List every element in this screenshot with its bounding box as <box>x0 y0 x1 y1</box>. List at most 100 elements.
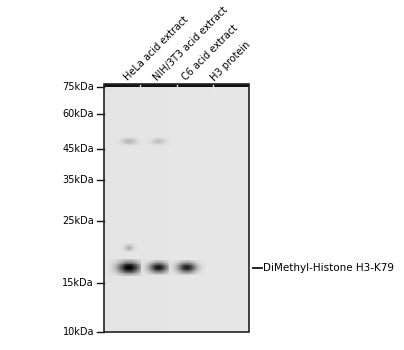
Bar <box>132 273 133 274</box>
Bar <box>138 264 139 265</box>
Bar <box>150 264 151 265</box>
Bar <box>159 266 160 267</box>
Text: 60kDa: 60kDa <box>63 109 94 119</box>
Bar <box>164 262 165 263</box>
Bar <box>108 263 109 264</box>
Bar <box>144 265 145 266</box>
Bar <box>136 264 137 265</box>
Bar <box>143 266 144 267</box>
Bar <box>144 272 145 273</box>
Bar <box>108 262 109 263</box>
Bar <box>140 260 141 261</box>
Bar <box>188 274 189 275</box>
Bar <box>201 265 202 266</box>
Bar <box>109 271 110 272</box>
Bar <box>181 270 182 271</box>
Bar <box>122 271 123 272</box>
Bar <box>162 268 163 269</box>
Bar <box>193 273 194 274</box>
Bar <box>132 268 133 269</box>
Bar <box>199 265 200 266</box>
Bar <box>133 266 134 267</box>
Text: 35kDa: 35kDa <box>62 175 94 185</box>
Bar <box>123 272 124 273</box>
Bar <box>147 261 148 262</box>
Bar <box>157 271 158 272</box>
Bar <box>166 261 167 262</box>
Bar <box>200 271 201 272</box>
Bar <box>153 269 154 270</box>
Bar <box>172 268 173 269</box>
Bar <box>171 273 172 274</box>
Bar <box>125 271 126 272</box>
Text: DiMethyl-Histone H3-K79: DiMethyl-Histone H3-K79 <box>263 262 394 273</box>
Bar <box>227 87 230 332</box>
Bar <box>192 262 193 263</box>
Bar <box>134 267 135 268</box>
Bar <box>186 267 187 268</box>
Bar <box>112 263 113 264</box>
Bar <box>153 273 154 274</box>
Bar <box>126 268 127 269</box>
Bar <box>192 271 193 272</box>
Bar <box>116 261 117 262</box>
Bar <box>128 265 129 266</box>
Bar <box>163 272 164 273</box>
Bar <box>167 274 168 275</box>
Bar <box>156 264 157 265</box>
Bar <box>159 269 160 270</box>
Bar <box>147 260 148 261</box>
Bar <box>202 270 203 271</box>
Bar <box>134 270 135 271</box>
Bar <box>180 267 181 268</box>
Bar <box>165 268 166 269</box>
Bar <box>137 260 138 261</box>
Bar <box>177 272 178 273</box>
Bar <box>151 269 152 270</box>
Bar <box>119 263 120 264</box>
Bar <box>160 260 161 261</box>
Bar <box>109 264 110 265</box>
Bar <box>158 261 159 262</box>
Bar <box>168 273 169 274</box>
Bar <box>135 270 136 271</box>
Bar <box>129 275 130 276</box>
Bar <box>121 263 122 264</box>
Bar <box>152 268 153 269</box>
Bar <box>136 273 137 274</box>
Bar <box>193 269 194 270</box>
Bar <box>171 271 172 272</box>
Bar <box>140 265 141 266</box>
Bar <box>157 261 158 262</box>
Bar <box>179 266 180 267</box>
Bar <box>161 274 162 275</box>
Bar <box>165 272 166 273</box>
Bar <box>165 270 166 271</box>
Bar <box>196 265 197 266</box>
Bar <box>148 272 149 273</box>
Bar <box>148 273 149 274</box>
Bar <box>143 269 144 270</box>
Bar <box>145 260 146 261</box>
Bar <box>186 274 187 275</box>
Bar <box>200 265 201 266</box>
Bar <box>122 264 123 265</box>
Bar <box>138 263 139 264</box>
Bar <box>120 259 121 260</box>
Bar <box>165 264 166 265</box>
Bar <box>131 275 132 276</box>
Bar <box>158 263 159 264</box>
Bar <box>174 260 175 261</box>
Bar <box>148 267 149 268</box>
Bar <box>150 263 151 264</box>
Bar <box>168 270 169 271</box>
Bar <box>145 260 146 261</box>
Bar <box>172 269 173 270</box>
Bar <box>172 261 173 262</box>
Bar <box>122 262 123 263</box>
Bar <box>131 270 132 271</box>
Bar <box>122 275 123 276</box>
Bar <box>170 272 171 273</box>
Bar <box>174 262 175 263</box>
Bar <box>147 273 148 274</box>
